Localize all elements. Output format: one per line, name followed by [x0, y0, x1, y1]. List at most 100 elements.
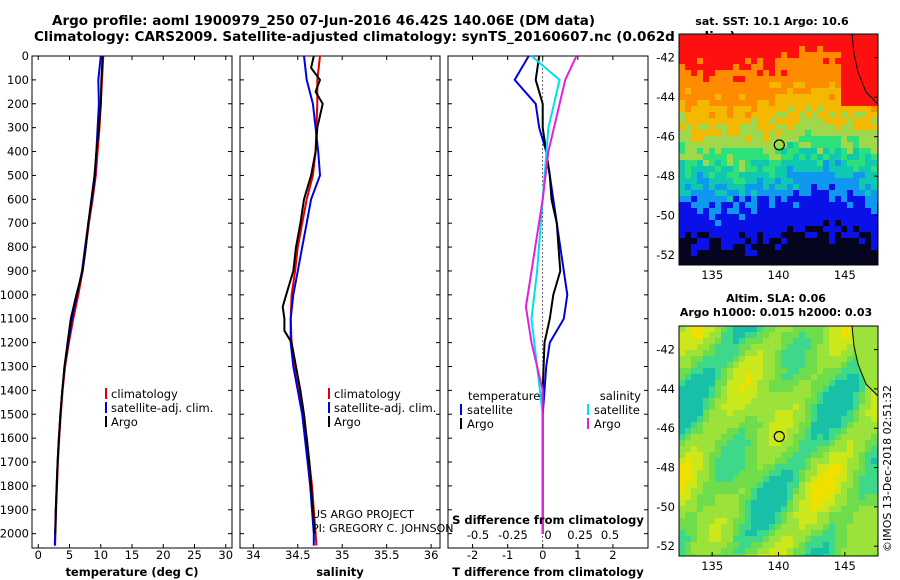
map-cell: [841, 196, 848, 203]
map-cell: [853, 476, 860, 483]
map-cell: [829, 106, 836, 113]
map-cell: [697, 106, 704, 113]
map-cell: [775, 482, 782, 489]
map-cell: [799, 118, 806, 125]
map-cell: [769, 326, 776, 333]
map-cell: [805, 458, 812, 465]
map-cell: [853, 458, 860, 465]
map-cell: [703, 256, 710, 263]
map-cell: [865, 440, 872, 447]
map-cell: [727, 82, 734, 89]
map-cell: [691, 524, 698, 531]
map-cell: [691, 482, 698, 489]
map-cell: [697, 452, 704, 459]
map-cell: [865, 506, 872, 513]
map-cell: [799, 106, 806, 113]
map-cell: [745, 196, 752, 203]
map-cell: [697, 148, 704, 155]
map-cell: [811, 434, 818, 441]
map-cell: [727, 136, 734, 143]
map-cell: [817, 512, 824, 519]
map-cell: [757, 338, 764, 345]
map-cell: [697, 488, 704, 495]
map-cell: [733, 344, 740, 351]
map-cell: [859, 494, 866, 501]
map-cell: [715, 536, 722, 543]
map-cell: [817, 452, 824, 459]
map-cell: [733, 464, 740, 471]
depth-tick-label: 300: [7, 121, 29, 135]
map-cell: [751, 428, 758, 435]
map-cell: [733, 106, 740, 113]
map-cell: [709, 52, 716, 59]
map-cell: [793, 446, 800, 453]
map-cell: [751, 262, 758, 265]
map-cell: [871, 124, 878, 131]
map-cell: [793, 190, 800, 197]
map-cell: [781, 404, 788, 411]
map-cell: [715, 542, 722, 549]
map-cell: [697, 344, 704, 351]
map-cell: [685, 208, 692, 215]
map-cell: [775, 244, 782, 251]
map-cell: [823, 238, 830, 245]
map-cell: [835, 518, 842, 525]
map-cell: [853, 464, 860, 471]
map-cell: [745, 512, 752, 519]
map-cell: [835, 214, 842, 221]
map-cell: [709, 202, 716, 209]
map-cell: [715, 148, 722, 155]
map-cell: [847, 184, 854, 191]
map-cell: [739, 494, 746, 501]
map-cell: [685, 416, 692, 423]
map-cell: [781, 202, 788, 209]
map-cell: [847, 494, 854, 501]
map-cell: [733, 76, 740, 83]
map-cell: [697, 362, 704, 369]
map-cell: [841, 70, 848, 77]
map-cell: [871, 160, 878, 167]
map-cell: [691, 542, 698, 549]
map-cell: [829, 386, 836, 393]
map-cell: [745, 362, 752, 369]
map-cell: [829, 154, 836, 161]
map-cell: [829, 524, 836, 531]
map-cell: [697, 410, 704, 417]
map-cell: [721, 238, 728, 245]
map-cell: [763, 386, 770, 393]
map-cell: [769, 350, 776, 357]
map-cell: [865, 530, 872, 537]
map-cell: [739, 344, 746, 351]
map-cell: [823, 262, 830, 265]
float-position-marker: [773, 139, 785, 151]
map-cell: [709, 184, 716, 191]
map-cell: [727, 100, 734, 107]
map-cell: [763, 82, 770, 89]
map-cell: [697, 530, 704, 537]
map-cell: [853, 178, 860, 185]
map-cell: [733, 88, 740, 95]
map-cell: [829, 530, 836, 537]
map-cell: [703, 112, 710, 119]
map-cell: [685, 112, 692, 119]
map-cell: [703, 518, 710, 525]
map-cell: [799, 500, 806, 507]
map-xtick-label: 135: [701, 268, 723, 282]
map-cell: [817, 184, 824, 191]
depth-tick-label: 600: [7, 192, 29, 206]
map-cell: [745, 220, 752, 227]
map-cell: [721, 112, 728, 119]
map-cell: [727, 58, 734, 65]
map-cell: [841, 338, 848, 345]
map-cell: [691, 380, 698, 387]
map-cell: [733, 386, 740, 393]
map-cell: [769, 238, 776, 245]
map-cell: [751, 554, 758, 556]
map-cell: [679, 434, 686, 441]
map-cell: [733, 476, 740, 483]
map-cell: [817, 106, 824, 113]
map-cell: [685, 40, 692, 47]
map-cell: [847, 52, 854, 59]
map-cell: [871, 392, 878, 399]
map-cell: [775, 226, 782, 233]
